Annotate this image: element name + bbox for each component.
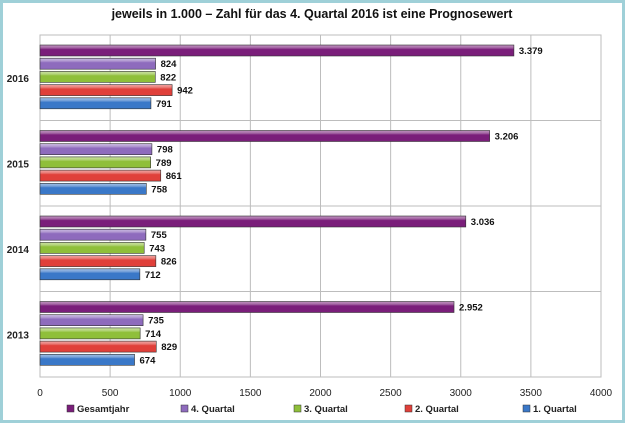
bar-shine [40, 301, 455, 313]
bar-outline [39, 143, 153, 155]
data-label: 2.952 [459, 303, 483, 314]
data-label: 674 [140, 355, 157, 366]
x-tick-label: 2500 [380, 388, 403, 399]
data-label: 755 [151, 230, 168, 241]
x-tick-label: 3000 [450, 388, 473, 399]
bar-outline [39, 57, 156, 70]
legend-label: 3. Quartal [304, 404, 348, 415]
bar-shine [40, 143, 152, 155]
bar-outline [39, 44, 515, 57]
bar-shine [40, 229, 146, 241]
bar-shine [40, 354, 135, 366]
bar-chart: jeweils in 1.000 – Zahl für das 4. Quart… [7, 7, 613, 415]
data-label: 798 [157, 145, 173, 156]
data-label: 861 [166, 171, 183, 182]
data-label: 743 [149, 243, 165, 254]
data-label: 714 [145, 329, 162, 340]
category-label: 2015 [7, 159, 30, 170]
bar-shine [40, 71, 156, 83]
legend-swatch [404, 404, 413, 413]
chart-title: jeweils in 1.000 – Zahl für das 4. Quart… [111, 7, 514, 21]
bar-outline [39, 97, 152, 110]
legend-label: Gesamtjahr [77, 404, 130, 415]
bar-shine [40, 156, 151, 168]
bar-outline [39, 228, 147, 241]
bar-shine [40, 183, 147, 195]
bar-shine [40, 170, 161, 182]
legend-swatch [180, 404, 189, 413]
x-tick-label: 0 [37, 388, 43, 399]
category-label: 2016 [7, 74, 30, 85]
bar-outline [39, 71, 156, 83]
bar-shine [40, 84, 173, 96]
data-label: 735 [148, 316, 165, 327]
data-label: 3.379 [519, 46, 543, 57]
bar-outline [39, 156, 151, 169]
bar-outline [39, 255, 157, 267]
bar-shine [40, 255, 156, 267]
bar-shine [40, 314, 144, 326]
x-tick-label: 4000 [590, 388, 613, 399]
bar-outline [39, 268, 141, 281]
bar-shine [40, 242, 145, 254]
data-label: 942 [177, 86, 193, 97]
data-label: 758 [151, 184, 167, 195]
category-label: 2014 [7, 245, 30, 256]
x-tick-label: 1000 [169, 388, 192, 399]
x-tick-label: 3500 [520, 388, 543, 399]
bar-shine [40, 97, 151, 109]
bar-outline [39, 327, 141, 340]
bar-outline [39, 183, 147, 195]
data-label: 3.036 [471, 217, 495, 228]
bar-outline [39, 353, 135, 366]
bar-outline [39, 215, 467, 228]
legend-label: 1. Quartal [533, 404, 577, 415]
category-label: 2013 [7, 330, 30, 341]
data-label: 824 [161, 59, 178, 70]
data-label: 3.206 [495, 132, 519, 143]
bar-shine [40, 341, 157, 353]
x-tick-label: 500 [102, 388, 119, 399]
bar-outline [39, 301, 455, 313]
bar-outline [39, 169, 162, 182]
bar-outline [39, 314, 144, 327]
bar-outline [39, 242, 145, 254]
bar-outline [39, 84, 173, 96]
bar-outline [39, 130, 490, 142]
bar-shine [40, 45, 514, 56]
bar-shine [40, 130, 490, 142]
bar-outline [39, 340, 157, 353]
bar-shine [40, 58, 156, 70]
legend-swatch [522, 404, 531, 413]
legend-label: 4. Quartal [191, 404, 235, 415]
data-label: 712 [145, 270, 161, 281]
data-label: 789 [156, 158, 172, 169]
x-tick-label: 1500 [239, 388, 262, 399]
x-tick-label: 2000 [309, 388, 332, 399]
bar-shine [40, 268, 140, 280]
legend-swatch [293, 404, 302, 413]
legend-label: 2. Quartal [415, 404, 459, 415]
legend-swatch [66, 404, 75, 413]
bar-shine [40, 216, 466, 227]
data-label: 829 [161, 342, 177, 353]
bar-shine [40, 327, 141, 339]
data-label: 791 [156, 99, 173, 110]
data-label: 822 [160, 72, 176, 83]
data-label: 826 [161, 257, 177, 268]
